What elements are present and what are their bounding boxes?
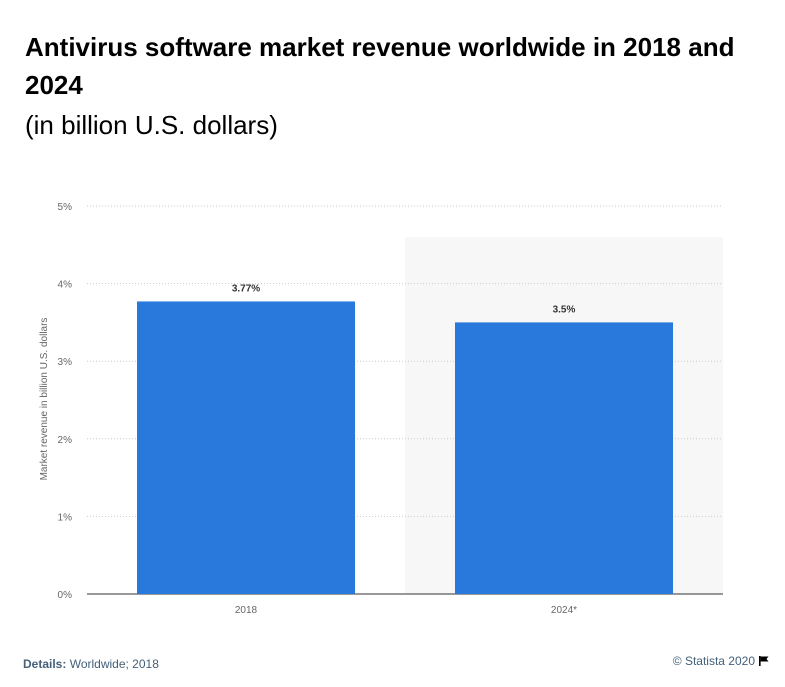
chart-subtitle: (in billion U.S. dollars) (25, 110, 278, 140)
bar-chart: 0% 1% 2% 3% 4% 5% 3.77% 2018 3.5% 2024* Market r… (39, 202, 723, 616)
flag-icon[interactable] (759, 656, 769, 666)
y-tick-label: 0% (58, 590, 73, 601)
x-tick-label: 2018 (235, 605, 258, 616)
bar[interactable] (455, 322, 673, 594)
y-axis-label: Market revenue in billion U.S. dollars (39, 318, 50, 481)
y-tick-label: 4% (58, 280, 73, 291)
credit-text: © Statista 2020 (672, 654, 755, 668)
details-value: Worldwide; 2018 (69, 657, 159, 671)
details-label: Details: (23, 657, 67, 671)
bar[interactable] (137, 301, 355, 594)
y-tick-label: 1% (58, 512, 73, 523)
y-tick-label: 3% (58, 357, 73, 368)
chart-title: Antivirus software market revenue worldw… (25, 32, 735, 100)
y-tick-label: 5% (58, 202, 73, 213)
x-tick-label: 2024* (551, 605, 577, 616)
data-label: 3.77% (232, 283, 260, 294)
statista-credit[interactable]: © Statista 2020 (673, 654, 769, 668)
y-tick-label: 2% (58, 435, 73, 446)
data-label: 3.5% (553, 304, 576, 315)
details-note: Details: Worldwide; 2018 (23, 657, 159, 671)
